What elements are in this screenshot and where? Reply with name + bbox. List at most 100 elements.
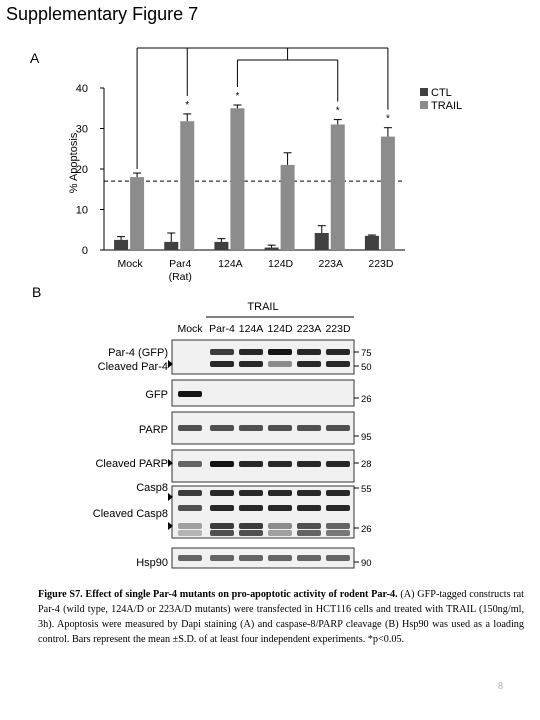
- category-label: Mock: [118, 258, 144, 270]
- treatment-header: TRAIL: [247, 301, 278, 313]
- protein-band: [297, 530, 321, 536]
- blot-box: [171, 379, 355, 407]
- legend-swatch: [420, 101, 428, 109]
- protein-band: [178, 391, 202, 397]
- protein-band: [178, 490, 202, 496]
- protein-band: [326, 530, 350, 536]
- protein-band: [268, 555, 292, 561]
- significance-star: *: [386, 114, 390, 125]
- caption-title: Figure S7. Effect of single Par-4 mutant…: [38, 589, 398, 600]
- protein-band: [326, 523, 350, 529]
- protein-band: [210, 349, 234, 355]
- protein-band: [297, 490, 321, 496]
- significance-star: *: [185, 100, 189, 111]
- significance-star: *: [235, 91, 239, 102]
- protein-band: [326, 461, 350, 467]
- molecular-weight-marker: 26: [361, 524, 372, 535]
- y-axis-label: % Apoptosis: [68, 132, 80, 193]
- bar-trail: [330, 124, 345, 250]
- bar-trail: [380, 136, 395, 250]
- protein-band: [239, 490, 263, 496]
- blot-box: [171, 449, 355, 483]
- protein-band: [178, 523, 202, 529]
- protein-band: [239, 530, 263, 536]
- blot-box: [171, 339, 355, 375]
- protein-band: [210, 425, 234, 431]
- protein-band: [210, 461, 234, 467]
- significance-star: *: [336, 106, 340, 117]
- protein-band: [239, 425, 263, 431]
- legend-swatch: [420, 88, 428, 96]
- protein-band: [326, 425, 350, 431]
- arrowhead-icon: [168, 493, 173, 501]
- page-number: 8: [498, 681, 503, 692]
- protein-band: [297, 555, 321, 561]
- caption-body: (A) GFP-tagged constructs rat Par-4 (wil…: [38, 589, 525, 645]
- blot-label: Cleaved Casp8: [93, 508, 168, 520]
- bar-ctl: [114, 239, 129, 250]
- bar-ctl: [314, 232, 329, 250]
- bar-ctl: [364, 235, 379, 250]
- bar-trail: [230, 108, 245, 250]
- panel-a-label: A: [30, 50, 40, 66]
- molecular-weight-marker: 28: [361, 459, 372, 470]
- lane-label: Par-4: [209, 323, 235, 335]
- protein-band: [268, 490, 292, 496]
- protein-band: [326, 555, 350, 561]
- protein-band: [210, 523, 234, 529]
- protein-band: [297, 505, 321, 511]
- bar-trail: [130, 177, 145, 250]
- apoptosis-bar-chart: 0 10 20 30 40 % Apoptosis Mock * Par4(Rat) * 124A 1…: [68, 47, 462, 283]
- protein-band: [178, 425, 202, 431]
- arrowhead-icon: [168, 459, 173, 467]
- protein-band: [268, 461, 292, 467]
- category-label: (Rat): [169, 271, 192, 283]
- y-tick-label: 10: [76, 205, 88, 217]
- protein-band: [268, 361, 292, 367]
- y-tick-label: 0: [82, 245, 88, 257]
- molecular-weight-marker: 75: [361, 348, 372, 359]
- blot-label: Cleaved Par-4: [98, 361, 168, 373]
- protein-band: [326, 505, 350, 511]
- category-label: 124D: [268, 258, 294, 270]
- category-label: Par4: [169, 258, 191, 270]
- protein-band: [178, 461, 202, 467]
- protein-band: [210, 361, 234, 367]
- molecular-weight-marker: 90: [361, 558, 372, 569]
- protein-band: [239, 523, 263, 529]
- protein-band: [268, 530, 292, 536]
- protein-band: [268, 349, 292, 355]
- lane-label: 124A: [239, 323, 264, 335]
- figure-caption: Figure S7. Effect of single Par-4 mutant…: [38, 587, 524, 647]
- protein-band: [239, 461, 263, 467]
- protein-band: [210, 555, 234, 561]
- lane-label: 124D: [267, 323, 293, 335]
- category-label: 223A: [318, 258, 343, 270]
- blot-label: Par-4 (GFP): [108, 347, 168, 359]
- protein-band: [268, 425, 292, 431]
- legend-label: CTL: [431, 87, 452, 99]
- blot-label: PARP: [139, 424, 168, 436]
- protein-band: [297, 361, 321, 367]
- protein-band: [326, 490, 350, 496]
- protein-band: [239, 505, 263, 511]
- molecular-weight-marker: 26: [361, 394, 372, 405]
- blot-label: Hsp90: [136, 557, 168, 569]
- protein-band: [297, 461, 321, 467]
- protein-band: [210, 490, 234, 496]
- protein-band: [239, 361, 263, 367]
- blot-label: Cleaved PARP: [95, 458, 168, 470]
- molecular-weight-marker: 50: [361, 362, 372, 373]
- bar-trail: [180, 121, 195, 251]
- blot-box: [171, 485, 355, 539]
- protein-band: [297, 523, 321, 529]
- protein-band: [239, 555, 263, 561]
- bar-ctl: [264, 247, 279, 250]
- protein-band: [239, 349, 263, 355]
- protein-band: [210, 505, 234, 511]
- protein-band: [268, 505, 292, 511]
- protein-band: [178, 505, 202, 511]
- arrowhead-icon: [168, 360, 173, 368]
- y-tick-label: 40: [76, 83, 88, 95]
- lane-label: 223A: [297, 323, 322, 335]
